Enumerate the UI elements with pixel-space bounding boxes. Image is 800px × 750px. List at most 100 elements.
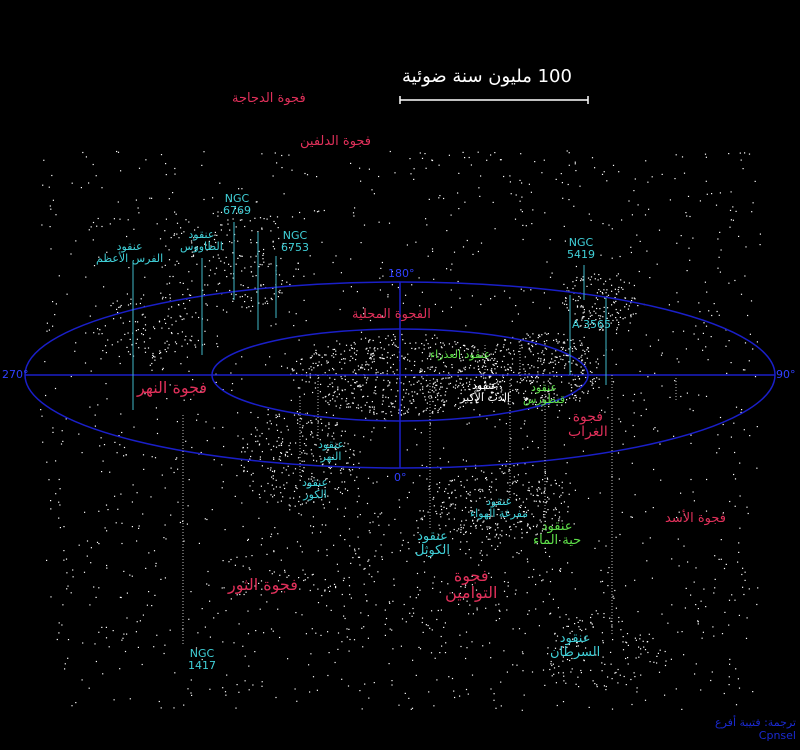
galaxy-point — [473, 409, 475, 411]
galaxy-point — [614, 589, 616, 592]
galaxy-point — [126, 293, 128, 295]
galaxy-point — [553, 375, 555, 377]
galaxy-point — [180, 227, 182, 229]
galaxy-point — [50, 500, 52, 502]
galaxy-point — [374, 350, 376, 352]
galaxy-point — [400, 382, 402, 384]
galaxy-point — [594, 167, 596, 169]
galaxy-point — [333, 583, 336, 585]
galaxy-point — [186, 356, 188, 358]
galaxy-point — [509, 525, 511, 528]
galaxy-point — [312, 516, 314, 518]
galaxy-point — [290, 453, 293, 455]
galaxy-point — [500, 381, 502, 383]
galaxy-point — [470, 557, 472, 559]
axis-label-270: 270° — [2, 368, 29, 381]
galaxy-point — [527, 561, 529, 563]
galaxy-point — [205, 421, 207, 423]
galaxy-point — [431, 248, 434, 250]
galaxy-point — [599, 328, 601, 331]
galaxy-point — [348, 650, 350, 652]
galaxy-point — [350, 597, 352, 599]
pavo-cluster-line1: عنقود — [188, 228, 215, 241]
galaxy-point — [578, 654, 580, 656]
galaxy-point — [391, 680, 393, 682]
galaxy-point — [443, 344, 445, 346]
galaxy-point — [63, 526, 65, 528]
galaxy-point — [611, 290, 613, 292]
galaxy-point — [543, 358, 545, 360]
galaxy-point — [556, 340, 558, 342]
galaxy-point — [148, 591, 150, 593]
galaxy-point — [514, 537, 516, 539]
galaxy-point — [454, 387, 456, 389]
galaxy-point — [121, 522, 123, 524]
galaxy-point — [369, 565, 371, 567]
galaxy-point — [451, 677, 454, 680]
galaxy-point — [705, 510, 708, 512]
galaxy-point — [623, 675, 625, 678]
galaxy-point — [317, 479, 319, 481]
galaxy-point — [333, 392, 335, 394]
galaxy-point — [311, 476, 313, 478]
galaxy-point — [634, 579, 636, 581]
galaxy-point — [673, 435, 675, 437]
galaxy-point — [458, 208, 460, 210]
galaxy-point — [544, 332, 546, 334]
galaxy-point — [353, 397, 355, 399]
galaxy-point — [381, 315, 384, 317]
galaxy-point — [660, 354, 663, 356]
galaxy-point — [572, 281, 574, 283]
galaxy-point — [553, 667, 556, 669]
galaxy-point — [553, 367, 555, 369]
galaxy-point — [701, 637, 703, 639]
galaxy-point — [438, 534, 440, 536]
galaxy-point — [705, 156, 707, 158]
galaxy-point — [443, 371, 445, 373]
galaxy-point — [328, 393, 331, 395]
galaxy-point — [433, 505, 435, 507]
galaxy-point — [289, 247, 291, 249]
galaxy-point — [481, 355, 483, 357]
galaxy-point — [444, 622, 446, 624]
galaxy-point — [324, 589, 326, 591]
galaxy-point — [597, 358, 599, 360]
galaxy-point — [531, 344, 533, 346]
galaxy-point — [568, 309, 570, 311]
galaxy-point — [208, 240, 210, 242]
galaxy-point — [428, 198, 430, 200]
galaxy-point — [482, 645, 484, 647]
galaxy-point — [430, 557, 432, 559]
galaxy-point — [270, 297, 272, 299]
galaxy-point — [241, 356, 243, 358]
galaxy-point — [324, 579, 326, 581]
galaxy-point — [447, 461, 450, 463]
galaxy-point — [744, 571, 746, 573]
galaxy-point — [95, 305, 97, 307]
galaxy-point — [439, 195, 441, 197]
galaxy-point — [534, 161, 536, 163]
galaxy-point — [353, 348, 355, 350]
galaxy-point — [589, 315, 591, 317]
galaxy-point — [600, 581, 602, 583]
galaxy-point — [505, 534, 507, 536]
galaxy-point — [287, 429, 289, 431]
galaxy-point — [746, 617, 748, 619]
galaxy-point — [421, 519, 424, 521]
galaxy-point — [488, 509, 491, 511]
galaxy-point — [495, 348, 497, 350]
galaxy-point — [139, 302, 141, 305]
galaxy-point — [434, 657, 436, 659]
galaxy-point — [451, 376, 453, 378]
galaxy-point — [589, 362, 591, 364]
galaxy-point — [413, 376, 415, 379]
galaxy-point — [497, 527, 499, 529]
galaxy-point — [524, 356, 526, 358]
galaxy-point — [610, 322, 612, 324]
galaxy-point — [258, 582, 260, 584]
galaxy-point — [489, 538, 491, 540]
galaxy-point — [272, 175, 274, 177]
galaxy-point — [611, 708, 614, 710]
galaxy-point — [573, 523, 575, 525]
galaxy-point — [165, 297, 167, 299]
